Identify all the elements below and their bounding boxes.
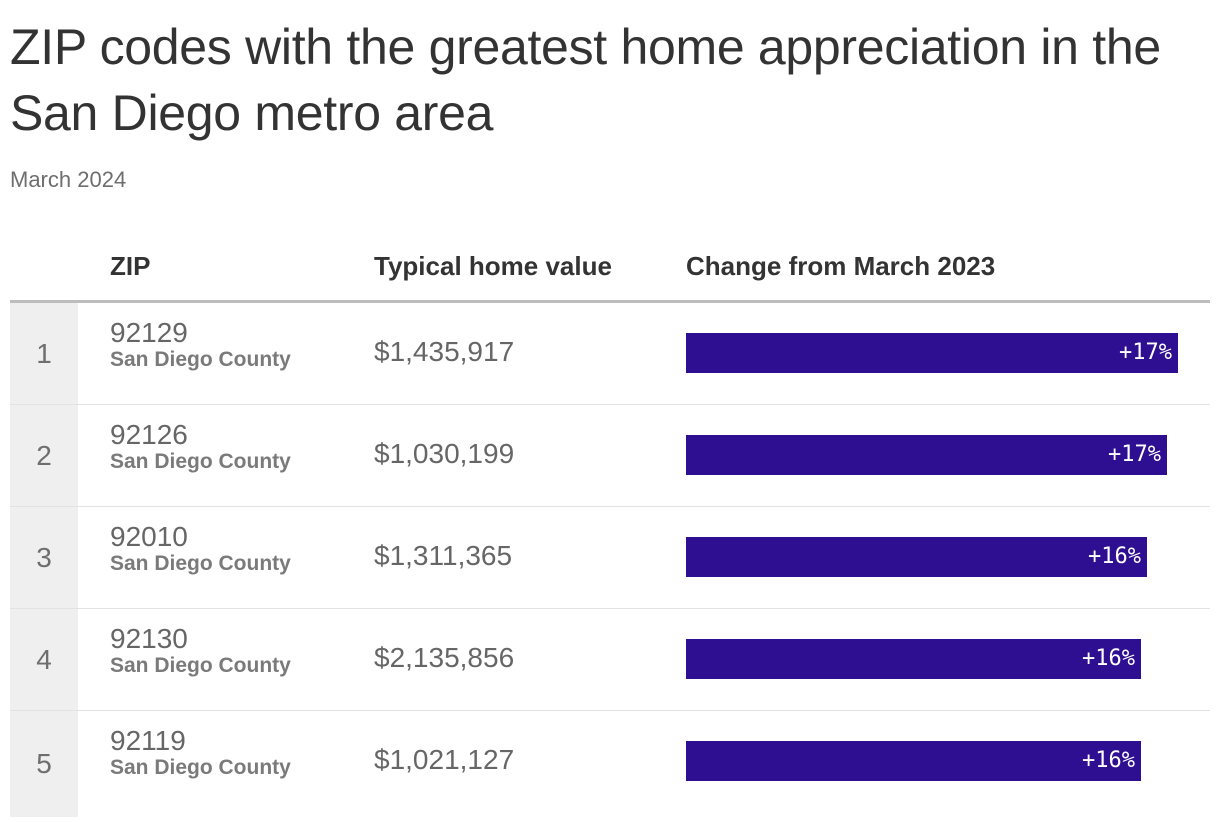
change-label: +16% bbox=[1082, 646, 1135, 671]
county-name: San Diego County bbox=[110, 552, 291, 575]
county-name: San Diego County bbox=[110, 450, 291, 473]
rank-cell: 2 bbox=[10, 405, 78, 506]
column-header-home-value: Typical home value bbox=[374, 251, 612, 281]
change-label: +16% bbox=[1088, 544, 1141, 569]
home-value: $1,435,917 bbox=[374, 336, 515, 367]
table-row: 5 92119 San Diego County $1,021,127 +16% bbox=[10, 711, 1210, 817]
table-row: 3 92010 San Diego County $1,311,365 +16% bbox=[10, 507, 1210, 609]
bar-track: +17% bbox=[686, 435, 1210, 475]
change-label: +17% bbox=[1119, 340, 1172, 365]
change-label: +17% bbox=[1108, 442, 1161, 467]
change-bar: +16% bbox=[686, 639, 1141, 679]
table-row: 2 92126 San Diego County $1,030,199 +17% bbox=[10, 405, 1210, 507]
rank-cell: 3 bbox=[10, 507, 78, 608]
rank-cell: 4 bbox=[10, 609, 78, 710]
change-bar: +16% bbox=[686, 537, 1147, 577]
home-value: $2,135,856 bbox=[374, 642, 515, 673]
home-value: $1,021,127 bbox=[374, 744, 515, 775]
column-header-zip: ZIP bbox=[110, 251, 151, 281]
table-row: 1 92129 San Diego County $1,435,917 +17% bbox=[10, 303, 1210, 405]
zip-code: 92119 bbox=[110, 725, 186, 756]
column-header-change: Change from March 2023 bbox=[686, 251, 996, 281]
home-value: $1,311,365 bbox=[374, 540, 513, 571]
bar-track: +16% bbox=[686, 639, 1210, 679]
bar-track: +17% bbox=[686, 333, 1210, 373]
table-header: ZIP Typical home value Change from March… bbox=[10, 230, 1210, 303]
home-value: $1,030,199 bbox=[374, 438, 515, 469]
change-bar: +16% bbox=[686, 741, 1141, 781]
change-bar: +17% bbox=[686, 333, 1178, 373]
chart-subtitle: March 2024 bbox=[10, 167, 127, 192]
table-row: 4 92130 San Diego County $2,135,856 +16% bbox=[10, 609, 1210, 711]
change-bar: +17% bbox=[686, 435, 1167, 475]
table-body: 1 92129 San Diego County $1,435,917 +17% 2 921… bbox=[10, 303, 1210, 817]
bar-track: +16% bbox=[686, 537, 1210, 577]
chart-title: ZIP codes with the greatest home appreci… bbox=[10, 19, 1161, 141]
zip-code: 92126 bbox=[110, 419, 188, 450]
county-name: San Diego County bbox=[110, 756, 291, 779]
zip-code: 92010 bbox=[110, 521, 188, 552]
county-name: San Diego County bbox=[110, 348, 291, 371]
data-table: ZIP Typical home value Change from March… bbox=[10, 230, 1210, 817]
rank-cell: 5 bbox=[10, 711, 78, 817]
zip-code: 92129 bbox=[110, 317, 188, 348]
county-name: San Diego County bbox=[110, 654, 291, 677]
zip-code: 92130 bbox=[110, 623, 188, 654]
rank-cell: 1 bbox=[10, 303, 78, 404]
change-label: +16% bbox=[1082, 748, 1135, 773]
bar-track: +16% bbox=[686, 741, 1210, 781]
